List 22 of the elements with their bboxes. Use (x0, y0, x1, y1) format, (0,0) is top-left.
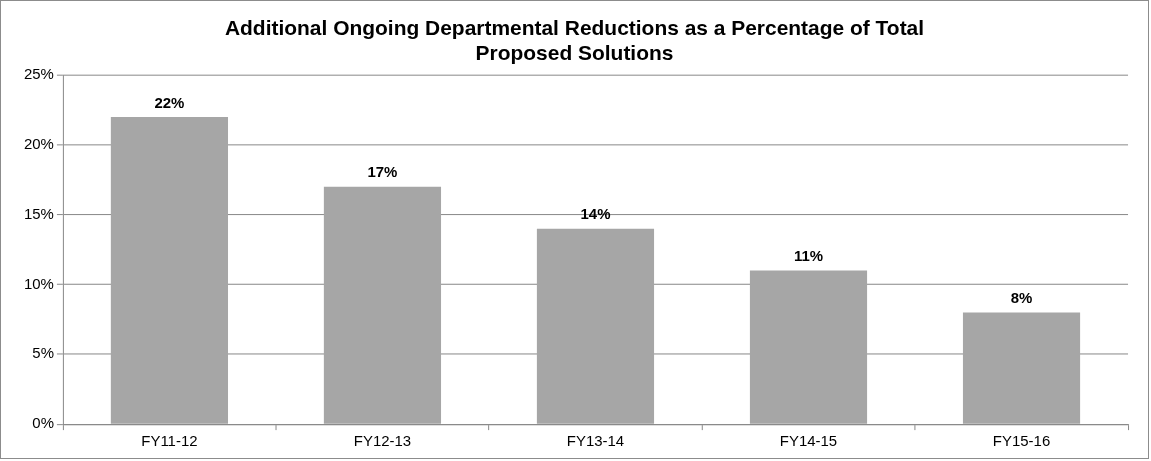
y-tick-label: 5% (32, 344, 54, 362)
data-label: 14% (580, 205, 611, 223)
y-tick-label: 20% (23, 135, 54, 153)
x-tick-label: FY12-13 (353, 432, 412, 450)
bar (323, 186, 442, 424)
bar (536, 228, 655, 424)
bar (110, 116, 229, 424)
bar (749, 270, 868, 424)
y-tick-label: 0% (32, 414, 54, 432)
data-label: 11% (793, 247, 824, 265)
data-label: 8% (1010, 289, 1033, 307)
data-label: 22% (154, 93, 185, 111)
data-label: 17% (367, 163, 398, 181)
x-tick-label: FY13-14 (566, 432, 625, 450)
x-tick-label: FY15-16 (992, 432, 1051, 450)
y-tick-label: 25% (23, 65, 54, 83)
x-tick-label: FY11-12 (141, 432, 198, 450)
y-tick-label: 10% (23, 274, 54, 292)
x-tick-label: FY14-15 (779, 432, 838, 450)
chart-title: Additional Ongoing Departmental Reductions as a Percentage of Total Proposed Solutions (224, 16, 925, 65)
bar (962, 312, 1081, 424)
y-tick-label: 15% (23, 204, 54, 222)
